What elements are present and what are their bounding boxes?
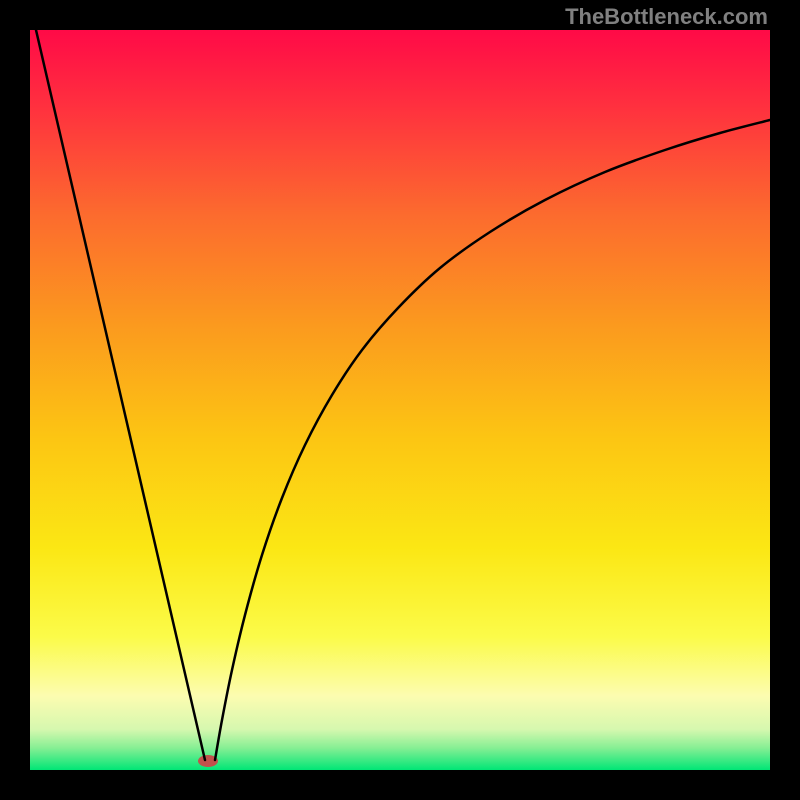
bottleneck-curve	[0, 0, 800, 800]
